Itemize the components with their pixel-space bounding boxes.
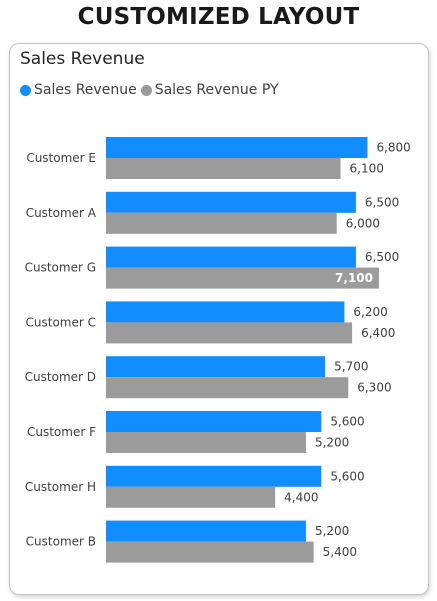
data-label-sales-revenue-py-customer-b: 5,400 <box>323 545 357 559</box>
legend-item-sales-revenue-py[interactable]: Sales Revenue PY <box>140 82 279 98</box>
data-label-sales-revenue-py-customer-h: 4,400 <box>284 490 318 504</box>
category-label-customer-c: Customer C <box>26 315 96 329</box>
category-label-customer-f: Customer F <box>27 425 96 439</box>
bar-sales-revenue-py-customer-d[interactable] <box>106 377 349 399</box>
data-label-sales-revenue-py-customer-g: 7,100 <box>335 271 373 285</box>
legend-label-sales-revenue-py: Sales Revenue PY <box>154 82 279 98</box>
legend-dot-sales-revenue-py <box>140 84 152 96</box>
category-label-customer-d: Customer D <box>25 370 96 384</box>
bar-sales-revenue-customer-b[interactable] <box>106 520 306 542</box>
data-label-sales-revenue-py-customer-f: 5,200 <box>315 436 349 450</box>
data-label-sales-revenue-customer-f: 5,600 <box>330 415 364 429</box>
bar-sales-revenue-py-customer-f[interactable] <box>106 432 306 453</box>
page-title: CUSTOMIZED LAYOUT <box>77 4 360 30</box>
bar-sales-revenue-py-customer-g[interactable] <box>106 267 379 289</box>
bar-sales-revenue-py-customer-b[interactable] <box>106 541 314 563</box>
legend-dot-sales-revenue <box>20 84 31 96</box>
data-label-sales-revenue-py-customer-e: 6,100 <box>350 162 384 176</box>
category-label-customer-h: Customer H <box>25 480 96 494</box>
bar-sales-revenue-customer-d[interactable] <box>106 356 326 378</box>
data-label-sales-revenue-customer-d: 5,700 <box>334 360 368 374</box>
bar-sales-revenue-py-customer-h[interactable] <box>106 486 276 508</box>
bar-sales-revenue-customer-g[interactable] <box>106 246 356 268</box>
bar-sales-revenue-customer-a[interactable] <box>106 191 356 213</box>
chart-legend[interactable]: Sales Revenue Sales Revenue PY <box>20 82 283 98</box>
data-label-sales-revenue-customer-c: 6,200 <box>353 305 387 319</box>
data-label-sales-revenue-customer-a: 6,500 <box>365 195 399 209</box>
bar-sales-revenue-py-customer-e[interactable] <box>106 158 341 179</box>
category-label-customer-a: Customer A <box>26 206 97 220</box>
data-label-sales-revenue-py-customer-a: 6,000 <box>346 216 380 230</box>
bar-sales-revenue-customer-e[interactable] <box>106 137 368 158</box>
data-label-sales-revenue-customer-e: 6,800 <box>376 141 410 155</box>
bar-sales-revenue-customer-h[interactable] <box>106 465 322 487</box>
category-label-customer-b: Customer B <box>26 535 96 549</box>
data-label-sales-revenue-customer-b: 5,200 <box>315 524 349 538</box>
bar-sales-revenue-py-customer-c[interactable] <box>106 322 353 344</box>
bar-sales-revenue-customer-c[interactable] <box>106 301 345 323</box>
category-label-customer-g: Customer G <box>25 261 96 275</box>
legend-label-sales-revenue: Sales Revenue <box>34 82 137 98</box>
data-label-sales-revenue-py-customer-c: 6,400 <box>361 326 395 340</box>
bar-sales-revenue-py-customer-a[interactable] <box>106 212 337 234</box>
data-label-sales-revenue-customer-g: 6,500 <box>365 250 399 264</box>
chart-title: Sales Revenue <box>20 49 145 69</box>
data-label-sales-revenue-customer-h: 5,600 <box>330 469 364 483</box>
bar-chart: Customer E 6,800 6,100 Customer A 6,500 6,000… <box>25 137 411 563</box>
bar-sales-revenue-customer-f[interactable] <box>106 411 322 432</box>
chart-card[interactable]: Sales Revenue Sales Revenue Sales Revenu… <box>9 43 429 595</box>
data-label-sales-revenue-py-customer-d: 6,300 <box>357 381 391 395</box>
category-label-customer-e: Customer E <box>26 151 96 165</box>
legend-item-sales-revenue[interactable]: Sales Revenue <box>20 82 137 98</box>
